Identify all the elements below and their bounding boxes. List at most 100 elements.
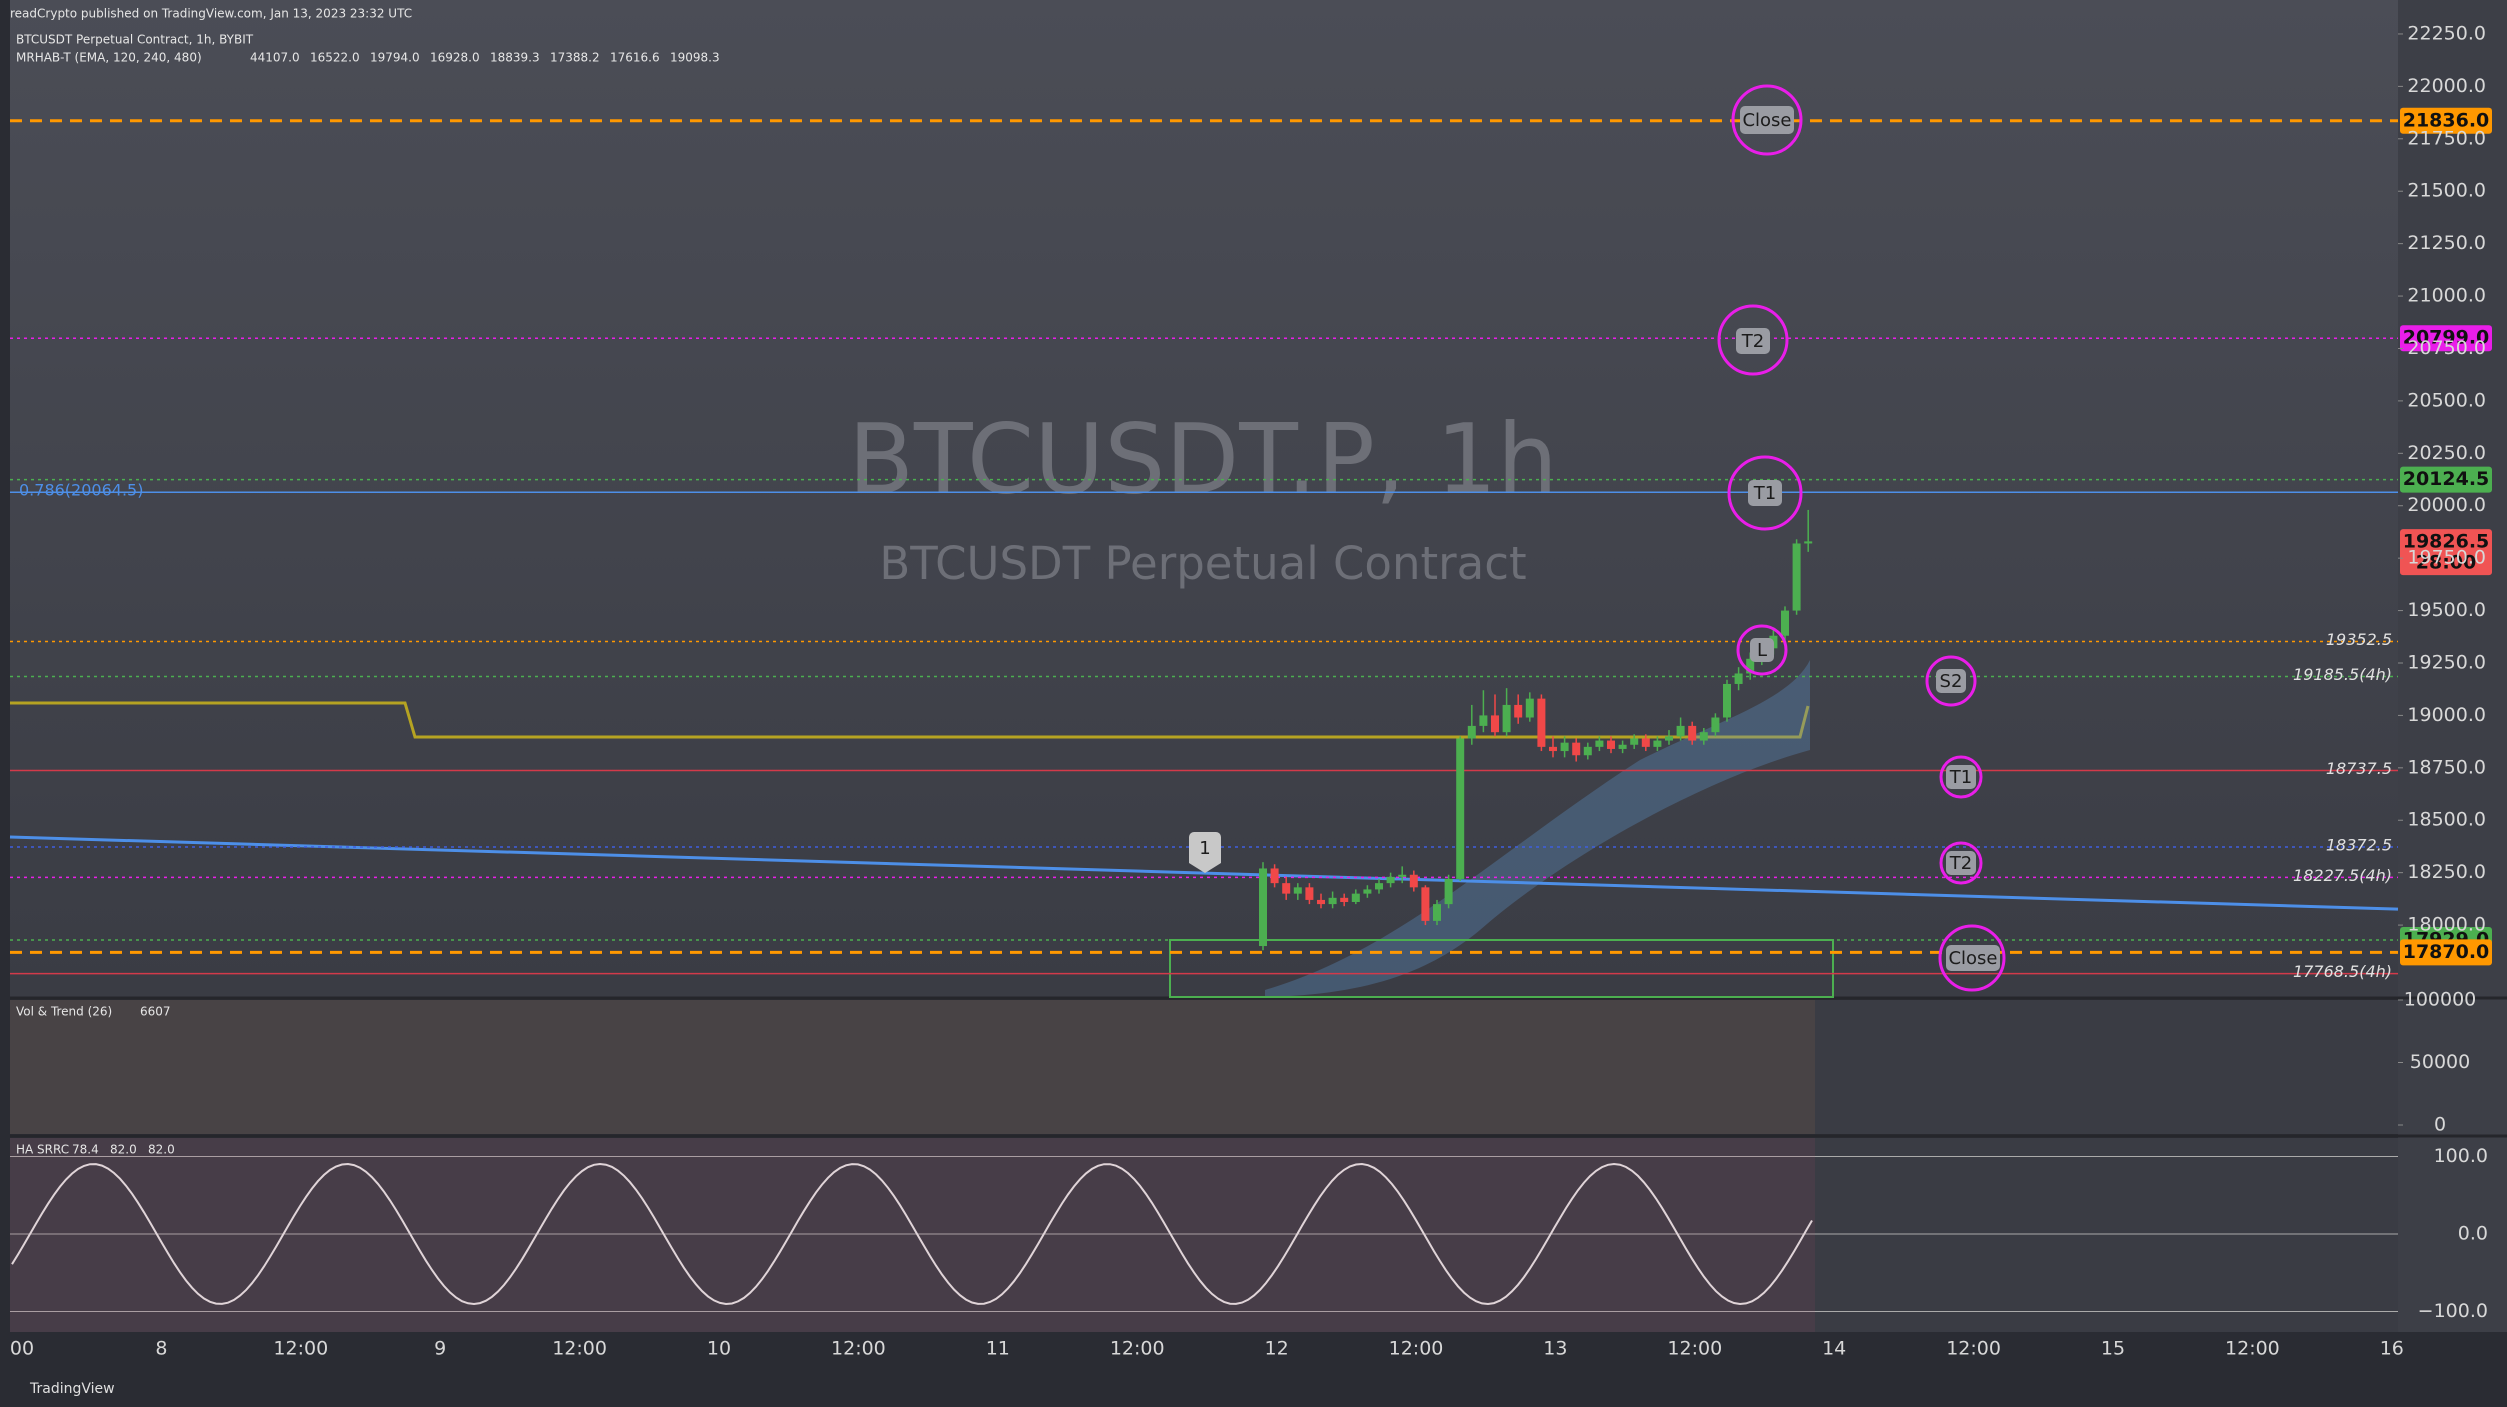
watermark-subtitle: BTCUSDT Perpetual Contract (879, 537, 1526, 590)
level-label: 17768.5(4h) (2293, 962, 2392, 981)
time-tick-label: 00 (10, 1338, 34, 1360)
indicator-value: 16928.0 (430, 51, 480, 65)
marker-ring (1717, 304, 1789, 376)
candle-body (1641, 738, 1650, 747)
price-tick-label: 18500.0 (2407, 809, 2486, 831)
candle-body (1259, 868, 1267, 947)
marker-ring (1938, 924, 2006, 992)
candle-body (1653, 740, 1662, 747)
time-tick-label: 12:00 (1110, 1338, 1165, 1360)
marker-ring (1925, 655, 1977, 707)
candle-body (1804, 541, 1813, 544)
candle-body (1525, 698, 1534, 718)
volume-tick-label: 50000 (2410, 1051, 2470, 1073)
price-badge (2400, 529, 2492, 576)
oscillator-name: HA SRRC (16, 1143, 69, 1157)
oscillator-tick-label: 100.0 (2434, 1145, 2488, 1167)
candle-body (1363, 889, 1372, 894)
price-tick-label: 19750.0 (2407, 547, 2486, 569)
price-tick-label: 21750.0 (2407, 127, 2486, 149)
marker-label: Close (1948, 948, 1997, 969)
time-tick-label: 16 (2380, 1338, 2404, 1360)
price-badge (2400, 466, 2492, 493)
indicator-value: 19794.0 (370, 51, 420, 65)
ema-cloud (1265, 660, 1810, 997)
price-tick-label: 21250.0 (2407, 232, 2486, 254)
publisher: readCrypto published on TradingView.com,… (10, 7, 412, 21)
candle-body (1676, 725, 1685, 737)
oscillator-tick-label: 0.0 (2458, 1223, 2488, 1245)
candle-body (1433, 904, 1441, 921)
time-tick-label: 10 (707, 1338, 731, 1360)
volume-pane (10, 1000, 2398, 1134)
marker-label: T1 (1753, 483, 1776, 504)
event-label: 1 (1199, 838, 1210, 859)
price-tick-label: 21000.0 (2407, 285, 2486, 307)
candle-body (1305, 887, 1314, 900)
candle-body (1583, 746, 1592, 756)
price-tick-label: 21500.0 (2407, 180, 2486, 202)
oscillator-reading: 78.4 (72, 1143, 99, 1157)
candle-body (1317, 899, 1325, 905)
time-tick-label: 12:00 (1667, 1338, 1722, 1360)
candle-body (1491, 715, 1499, 733)
candle-body (1328, 897, 1337, 905)
candle-body (1618, 744, 1627, 749)
marker-label: T2 (1949, 853, 1972, 874)
footer-brand: TradingView (29, 1381, 115, 1397)
candle-body (1514, 704, 1523, 718)
volume-shade (10, 1000, 1815, 1134)
candle-body (1398, 874, 1407, 877)
price-tick-label: 18750.0 (2407, 756, 2486, 778)
indicator-value: 16522.0 (310, 51, 360, 65)
price-badge-label: 21836.0 (2403, 109, 2490, 131)
time-tick-label: 12:00 (1389, 1338, 1444, 1360)
time-tick-label: 8 (155, 1338, 167, 1360)
candle-body (1734, 673, 1743, 684)
candle-body (1293, 887, 1302, 894)
oscillator-pane (10, 1138, 2398, 1332)
price-tick-label: 19250.0 (2407, 651, 2486, 673)
candle-body (1595, 740, 1604, 747)
footer-bar (0, 1370, 2507, 1407)
indicator-value: 19098.3 (670, 51, 720, 65)
oscillator-reading: 82.0 (148, 1143, 175, 1157)
candle-body (1270, 868, 1279, 884)
marker-ring (1727, 455, 1803, 531)
marker-ring (1736, 624, 1788, 676)
price-tick-label: 20500.0 (2407, 389, 2486, 411)
marker-label: L (1757, 640, 1767, 661)
time-tick-label: 15 (2101, 1338, 2125, 1360)
oscillator-tick-label: −100.0 (2418, 1300, 2488, 1322)
price-tick-label: 19000.0 (2407, 704, 2486, 726)
candle-body (1502, 704, 1511, 733)
candle-body (1688, 725, 1697, 741)
volume-reading: 6607 (140, 1005, 171, 1019)
price-badge-label: 20799.0 (2403, 327, 2490, 349)
price-tick-label: 20750.0 (2407, 337, 2486, 359)
marker-ring (1939, 841, 1983, 885)
indicator-value: 18839.3 (490, 51, 540, 65)
marker-label: T2 (1741, 331, 1764, 352)
price-tick-label: 22000.0 (2407, 75, 2486, 97)
indicator-value: 17616.6 (610, 51, 660, 65)
trend-line (9, 835, 2399, 911)
time-tick-label: 12:00 (2225, 1338, 2280, 1360)
oscillator-shade (10, 1138, 1815, 1332)
marker-label: T1 (1949, 767, 1972, 788)
time-tick-label: 13 (1543, 1338, 1567, 1360)
volume-tick-label: 100000 (2404, 989, 2477, 1011)
marker-tag (1946, 765, 1976, 789)
price-tick-label: 18000.0 (2407, 914, 2486, 936)
candle-body (1630, 738, 1639, 745)
marker-ring (1939, 755, 1983, 799)
candle-body (1537, 698, 1546, 747)
candle-body (1711, 717, 1720, 733)
marker-label: Close (1742, 110, 1791, 131)
candle-body (1421, 887, 1430, 921)
marker-tag (1750, 638, 1774, 662)
time-tick-label: 11 (986, 1338, 1010, 1360)
time-tick-label: 12 (1265, 1338, 1289, 1360)
indicator-value: 17388.2 (550, 51, 600, 65)
